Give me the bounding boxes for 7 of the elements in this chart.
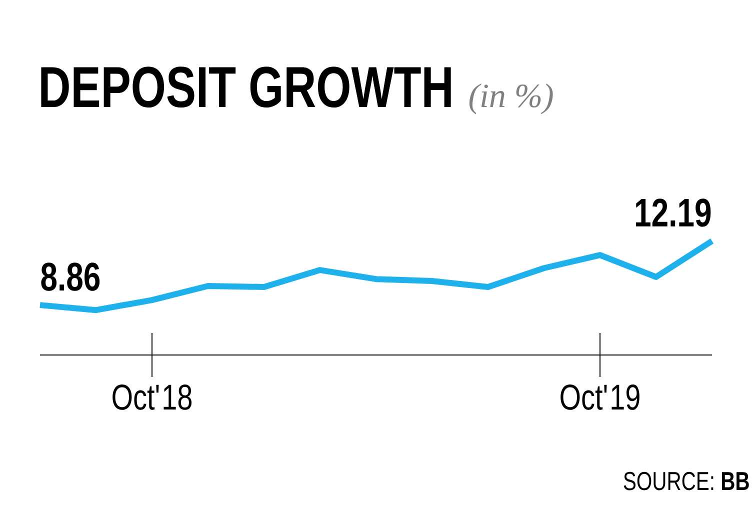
chart-subtitle: (in %) xyxy=(469,83,553,114)
chart-title: DEPOSIT GROWTH xyxy=(41,66,451,108)
x-tick-label: Oct'18 xyxy=(112,384,192,410)
data-label: 8.86 xyxy=(41,262,100,291)
x-tick-label: Oct'19 xyxy=(560,384,640,410)
source-note: SOURCE: BB xyxy=(624,472,749,490)
data-label: 12.19 xyxy=(636,198,711,227)
